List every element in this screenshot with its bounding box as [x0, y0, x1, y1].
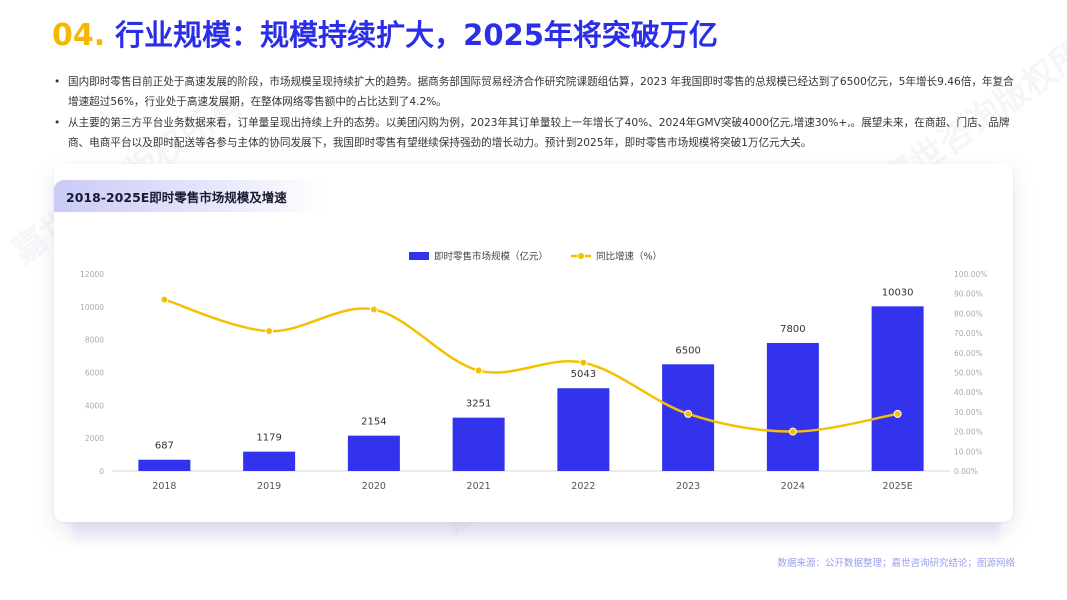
growth-point — [684, 409, 693, 418]
growth-point — [579, 358, 588, 367]
chart-title: 2018-2025E即时零售市场规模及增速 — [54, 180, 324, 212]
bar — [347, 435, 400, 471]
y-right-tick-label: 60.00% — [954, 349, 983, 358]
bar-data-label: 1179 — [256, 433, 281, 444]
y-left-tick-label: 10000 — [80, 303, 104, 312]
bar-data-label: 2154 — [361, 417, 386, 428]
bar-data-label: 10030 — [882, 287, 914, 298]
source-note: 数据来源：公开数据整理；嘉世咨询研究结论；图源网络 — [777, 558, 1015, 569]
bar — [138, 459, 191, 471]
y-right-tick-label: 90.00% — [954, 290, 983, 299]
growth-line — [164, 298, 898, 433]
bar-data-label: 5043 — [571, 369, 596, 380]
y-right-tick-label: 100.00% — [954, 270, 987, 279]
growth-point — [160, 295, 169, 304]
y-right-tick-label: 20.00% — [954, 428, 983, 437]
y-left-tick-label: 0 — [99, 467, 104, 476]
legend-line-marker — [577, 252, 585, 260]
bullet-list: 国内即时零售目前正处于高速发展的阶段，市场规模呈现持续扩大的趋势。据商务部国际贸… — [54, 72, 1016, 154]
x-tick-label: 2025E — [883, 481, 913, 492]
card-shadow — [72, 522, 1000, 548]
x-tick-label: 2020 — [362, 481, 386, 492]
legend-bar-swatch — [409, 252, 429, 260]
growth-point — [788, 427, 797, 436]
y-right-tick-label: 0.00% — [954, 467, 978, 476]
bar-data-label: 687 — [155, 441, 174, 452]
y-right-tick-label: 10.00% — [954, 447, 983, 456]
bar-data-label: 3251 — [466, 399, 491, 410]
y-left-tick-label: 2000 — [85, 434, 104, 443]
bar — [557, 388, 610, 471]
y-left-tick-label: 6000 — [85, 369, 104, 378]
x-tick-label: 2018 — [152, 481, 176, 492]
bar — [766, 342, 819, 471]
bar — [243, 451, 296, 471]
x-tick-label: 2022 — [571, 481, 595, 492]
page-title: 04. 行业规模：规模持续扩大，2025年将突破万亿 — [52, 12, 718, 56]
x-tick-label: 2019 — [257, 481, 281, 492]
y-left-tick-label: 4000 — [85, 401, 104, 410]
x-tick-label: 2023 — [676, 481, 700, 492]
title-number: 04. — [52, 18, 106, 53]
combo-chart: 0 2000 4000 6000 8000 10000 12000 0.00% 10.00% 20… — [80, 251, 987, 493]
bar-data-label: 7800 — [780, 324, 805, 335]
bar — [871, 306, 924, 471]
legend-bar-label: 即时零售市场规模（亿元） — [434, 251, 548, 263]
x-tick-label: 2021 — [467, 481, 491, 492]
bar — [452, 417, 505, 471]
title-text: 行业规模：规模持续扩大，2025年将突破万亿 — [115, 18, 718, 52]
bullet-item: 从主要的第三方平台业务数据来看，订单量呈现出持续上升的态势。以美团闪购为例，20… — [54, 113, 1016, 153]
y-left-tick-label: 12000 — [80, 270, 104, 279]
legend-line-label: 同比增速（%） — [596, 251, 662, 263]
chart-card: 2018-2025E即时零售市场规模及增速 — [54, 164, 1013, 522]
growth-point — [369, 305, 378, 314]
growth-point — [474, 366, 483, 375]
y-right-tick-label: 40.00% — [954, 388, 983, 397]
y-left-tick-label: 8000 — [85, 336, 104, 345]
bullet-item: 国内即时零售目前正处于高速发展的阶段，市场规模呈现持续扩大的趋势。据商务部国际贸… — [54, 72, 1016, 112]
growth-point — [893, 409, 902, 418]
growth-point — [265, 327, 274, 336]
bar-data-label: 6500 — [675, 345, 700, 356]
y-right-tick-label: 70.00% — [954, 329, 983, 338]
x-tick-label: 2024 — [781, 481, 805, 492]
y-right-tick-label: 30.00% — [954, 408, 983, 417]
y-right-tick-label: 50.00% — [954, 369, 983, 378]
y-right-tick-label: 80.00% — [954, 309, 983, 318]
